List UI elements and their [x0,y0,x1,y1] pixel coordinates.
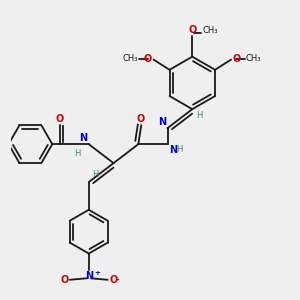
Text: -: - [116,276,119,285]
Text: O: O [232,54,241,64]
Text: H: H [92,170,99,179]
Text: CH₃: CH₃ [246,54,261,63]
Text: N: N [158,117,166,127]
Text: O: O [136,114,145,124]
Text: O: O [144,54,152,64]
Text: N: N [169,145,177,155]
Text: H: H [196,111,202,120]
Text: CH₃: CH₃ [123,54,138,63]
Text: O: O [56,114,64,124]
Text: N: N [79,133,87,143]
Text: O: O [60,275,68,285]
Text: +: + [94,270,100,276]
Text: H: H [176,145,182,154]
Text: O: O [188,25,196,35]
Text: N: N [85,271,93,281]
Text: CH₃: CH₃ [202,26,218,35]
Text: H: H [74,148,81,158]
Text: O: O [109,275,117,285]
